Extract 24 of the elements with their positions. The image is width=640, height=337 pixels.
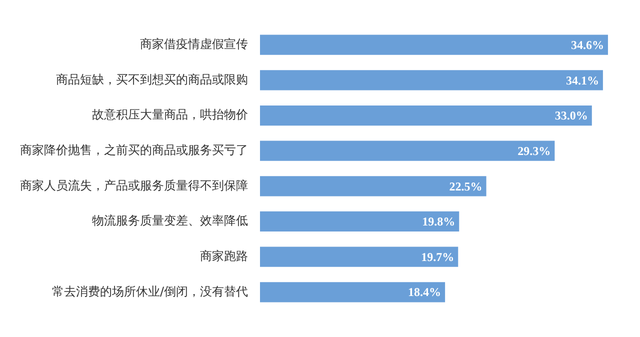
y-tick-label: 商家跑路 <box>200 248 248 263</box>
data-label: 22.5% <box>449 179 482 194</box>
data-label: 29.3% <box>518 144 551 158</box>
y-tick-label: 商品短缺，买不到想买的商品或限购 <box>56 72 248 86</box>
data-label: 18.4% <box>408 285 442 300</box>
y-tick-label: 故意积压大量商品，哄抬物价 <box>92 108 248 122</box>
bar <box>260 176 486 196</box>
y-tick-label: 商家借疫情虚假宣传 <box>140 36 248 51</box>
data-label: 19.7% <box>421 250 454 264</box>
data-label: 33.0% <box>554 108 588 123</box>
y-tick-label: 商家降价抛售，之前买的商品或服务买亏了 <box>20 142 248 157</box>
y-tick-label: 商家人员流失，产品或服务质量得不到保障 <box>20 178 248 192</box>
data-label: 19.8% <box>422 214 456 229</box>
y-tick-label: 常去消费的场所休业/倒闭，没有替代 <box>52 284 248 298</box>
bar <box>260 70 603 90</box>
y-tick-label: 物流服务质量变差、效率降低 <box>92 214 248 228</box>
bar <box>260 211 460 232</box>
data-label: 34.6% <box>570 38 604 52</box>
bar <box>260 246 458 267</box>
data-label: 34.1% <box>566 73 599 88</box>
bar <box>260 105 592 126</box>
bar <box>260 34 608 55</box>
bar <box>260 282 446 302</box>
bar <box>260 140 555 161</box>
